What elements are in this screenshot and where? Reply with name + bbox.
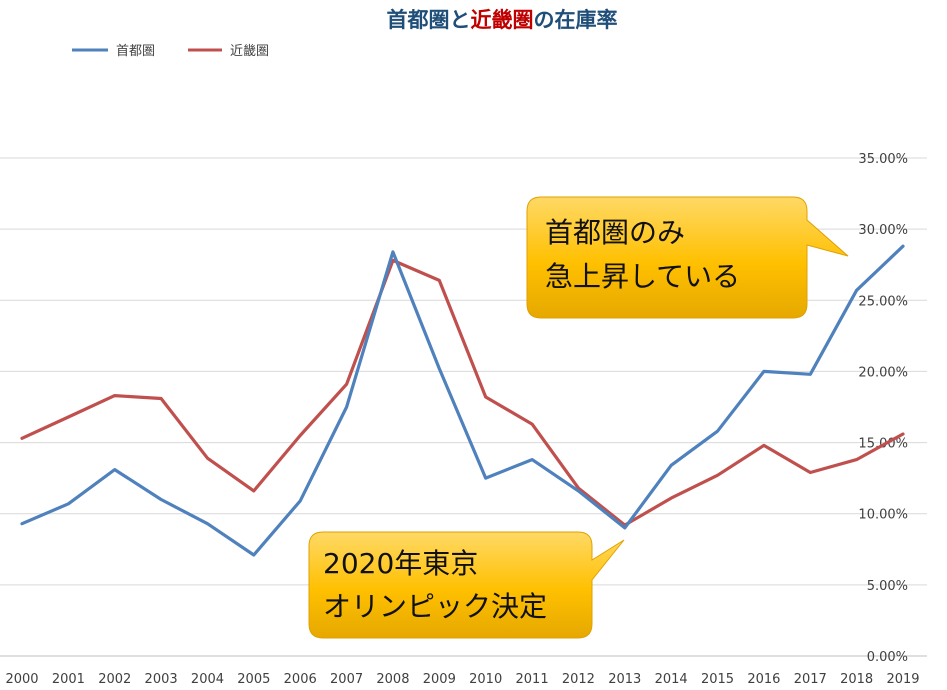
x-tick-label: 2001	[52, 672, 85, 687]
series-line-kinki	[20, 258, 905, 527]
callout-olympic: 2020年東京 オリンピック決定	[308, 531, 625, 639]
y-axis-ticks: 0.00%5.00%10.00%15.00%20.00%25.00%30.00%…	[858, 152, 908, 665]
x-tick-label: 2019	[886, 672, 919, 687]
series-lines	[20, 244, 905, 557]
callout-shutoken-surge-line2: 急上昇している	[545, 260, 740, 293]
y-tick-label: 35.00%	[858, 152, 908, 167]
legend: 首都圏 近畿圏	[72, 44, 269, 59]
callout-olympic-line1: 2020年東京	[323, 547, 478, 580]
callout-olympic-line2: オリンピック決定	[323, 590, 547, 623]
x-tick-label: 2016	[747, 672, 780, 687]
title-part-rest: の在庫率	[534, 8, 618, 32]
x-tick-label: 2002	[98, 672, 131, 687]
x-tick-label: 2013	[608, 672, 641, 687]
x-tick-label: 2004	[191, 672, 224, 687]
x-tick-label: 2010	[469, 672, 502, 687]
y-tick-label: 25.00%	[858, 294, 908, 309]
title-part-shutoken: 首都圏	[387, 8, 450, 32]
y-tick-label: 10.00%	[858, 508, 908, 523]
y-tick-label: 30.00%	[858, 223, 908, 238]
x-tick-label: 2018	[840, 672, 873, 687]
legend-label-kinki: 近畿圏	[230, 44, 269, 59]
x-tick-label: 2000	[5, 672, 38, 687]
x-tick-label: 2006	[284, 672, 317, 687]
series-line-shutoken	[20, 244, 905, 557]
callout-olympic-shape	[308, 531, 625, 639]
callout-shutoken-surge: 首都圏のみ 急上昇している	[526, 196, 849, 319]
title-part-kinki: 近畿圏	[471, 8, 534, 32]
chart-title: 首都圏と近畿圏の在庫率	[387, 8, 618, 32]
y-tick-label: 5.00%	[867, 579, 908, 594]
x-tick-label: 2007	[330, 672, 363, 687]
x-tick-label: 2014	[655, 672, 688, 687]
y-tick-label: 0.00%	[867, 650, 908, 665]
gridlines	[0, 157, 927, 657]
x-tick-label: 2012	[562, 672, 595, 687]
x-tick-label: 2009	[423, 672, 456, 687]
y-tick-label: 20.00%	[858, 365, 908, 380]
x-tick-label: 2011	[516, 672, 549, 687]
x-tick-label: 2017	[794, 672, 827, 687]
x-tick-label: 2003	[145, 672, 178, 687]
x-tick-label: 2015	[701, 672, 734, 687]
legend-label-shutoken: 首都圏	[116, 44, 155, 59]
x-tick-label: 2005	[237, 672, 270, 687]
callout-shutoken-surge-line1: 首都圏のみ	[545, 216, 685, 249]
callout-shutoken-surge-shape	[526, 196, 849, 319]
x-axis-ticks: 2000 2001 2002 2003 2004 2005 2006 2007 2008 2009…	[5, 672, 919, 687]
title-part-to: と	[450, 8, 471, 32]
x-tick-label: 2008	[376, 672, 409, 687]
